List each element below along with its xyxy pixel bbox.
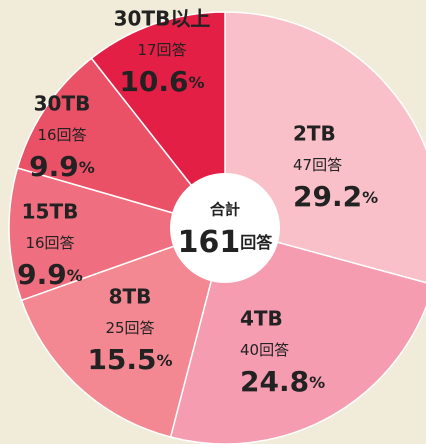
percent-value: 24.8 bbox=[240, 365, 309, 398]
total-label: 161回答 bbox=[178, 225, 274, 260]
percent-unit: % bbox=[157, 351, 173, 370]
count-unit: 回答 bbox=[125, 319, 155, 337]
slice bbox=[90, 11, 226, 231]
percent-label: 10.6% bbox=[119, 65, 204, 98]
total-unit: 回答 bbox=[240, 233, 273, 252]
percent-label: 9.9% bbox=[17, 258, 83, 291]
center-title: 合計 bbox=[209, 201, 240, 219]
count-value: 16 bbox=[25, 234, 44, 252]
count-unit: 回答 bbox=[259, 341, 289, 359]
percent-value: 29.2 bbox=[293, 180, 362, 213]
slice-label: 30TB以上 bbox=[114, 7, 211, 31]
slice bbox=[16, 57, 228, 230]
count-label: 40回答 bbox=[240, 341, 289, 359]
slice-label: 30TB bbox=[34, 92, 91, 116]
slice bbox=[20, 226, 227, 438]
count-value: 25 bbox=[105, 319, 124, 337]
percent-label: 29.2% bbox=[293, 180, 378, 213]
percent-unit: % bbox=[189, 73, 205, 92]
count-unit: 回答 bbox=[312, 156, 342, 174]
count-value: 17 bbox=[137, 41, 156, 59]
total-value: 161 bbox=[178, 225, 241, 260]
percent-unit: % bbox=[79, 158, 95, 177]
percent-label: 15.5% bbox=[87, 343, 172, 376]
count-label: 16回答 bbox=[25, 234, 74, 252]
count-value: 16 bbox=[37, 126, 56, 144]
percent-label: 9.9% bbox=[29, 150, 95, 183]
slice-label: 8TB bbox=[109, 285, 152, 309]
count-value: 47 bbox=[293, 156, 312, 174]
percent-unit: % bbox=[309, 373, 325, 392]
count-label: 47回答 bbox=[293, 156, 342, 174]
percent-value: 15.5 bbox=[87, 343, 156, 376]
count-value: 40 bbox=[240, 341, 259, 359]
count-unit: 回答 bbox=[157, 41, 187, 59]
slice-label: 15TB bbox=[22, 200, 79, 224]
slice-label: 4TB bbox=[240, 307, 283, 331]
percent-value: 9.9 bbox=[17, 258, 67, 291]
percent-value: 9.9 bbox=[29, 150, 79, 183]
slice bbox=[8, 167, 228, 302]
count-unit: 回答 bbox=[57, 126, 87, 144]
slice-label: 2TB bbox=[293, 122, 336, 146]
percent-label: 24.8% bbox=[240, 365, 325, 398]
count-label: 25回答 bbox=[105, 319, 154, 337]
percent-value: 10.6 bbox=[119, 65, 188, 98]
percent-unit: % bbox=[67, 266, 83, 285]
count-label: 16回答 bbox=[37, 126, 86, 144]
percent-unit: % bbox=[362, 188, 378, 207]
count-label: 17回答 bbox=[137, 41, 186, 59]
center-hole bbox=[170, 173, 280, 283]
count-unit: 回答 bbox=[45, 234, 75, 252]
